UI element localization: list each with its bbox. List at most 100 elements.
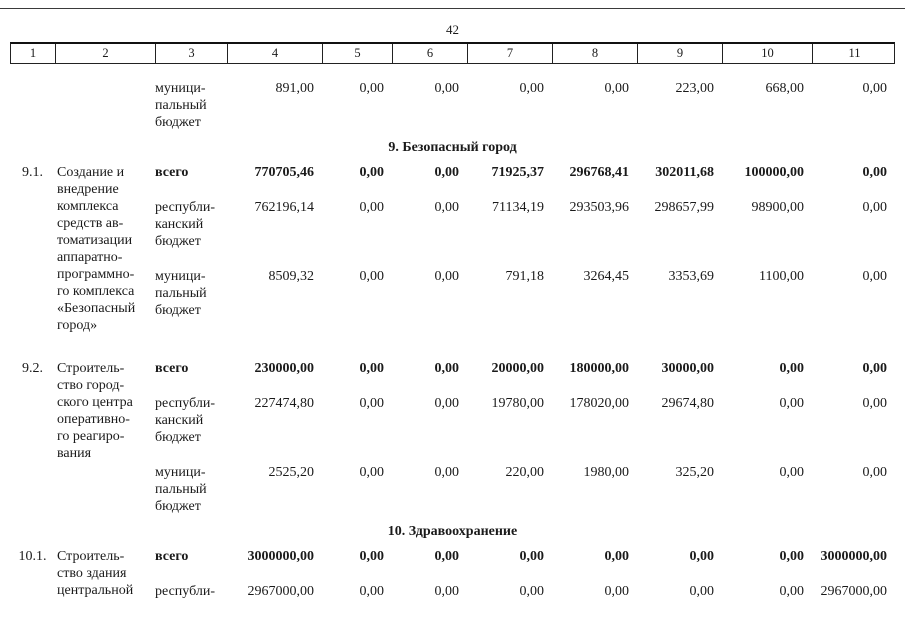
value-cell: 0,00 — [604, 549, 630, 564]
value-cell: 180000,00 — [569, 361, 630, 376]
col-header-11: 11 — [848, 46, 861, 60]
col-header-7: 7 — [468, 44, 553, 63]
value-cell: 8509,32 — [268, 269, 315, 284]
value-cell: 0,00 — [434, 200, 460, 215]
table-row-10-1: 10.1. Строитель- ство здания центральной… — [10, 548, 895, 600]
value-cell: 0,00 — [779, 465, 805, 480]
value-cell: 0,00 — [434, 465, 460, 480]
value-cell: 3000000,00 — [820, 549, 888, 564]
value-cell: 762196,14 — [254, 200, 315, 215]
value-cell: 220,00 — [505, 465, 545, 480]
value-cell: 0,00 — [359, 396, 385, 411]
table-row-9-1: 9.1. Создание и внедрение комплекса сред… — [10, 164, 895, 334]
budget-line-total: всего 770705,46 0,00 0,00 71925,37 29676… — [155, 164, 895, 181]
budget-line-republican: республи- канский бюджет 762196,14 0,00 … — [155, 199, 895, 250]
value-cell: 1100,00 — [759, 269, 804, 284]
program-name: Создание и внедрение комплекса средств а… — [57, 165, 136, 333]
value-cell: 325,20 — [675, 465, 715, 480]
value-cell: 0,00 — [359, 549, 385, 564]
value-cell: 298657,99 — [654, 200, 715, 215]
value-cell: 0,00 — [862, 361, 888, 376]
row-number: 10.1. — [18, 549, 47, 564]
value-cell: 20000,00 — [491, 361, 545, 376]
value-cell: 71925,37 — [491, 165, 545, 180]
row-number: 9.2. — [22, 361, 43, 376]
col-header-3: 3 — [156, 44, 228, 63]
section-9-title: 9. Безопасный город — [388, 140, 517, 155]
value-cell: 302011,68 — [655, 165, 714, 180]
value-cell: 0,00 — [779, 396, 805, 411]
value-cell: 0,00 — [359, 361, 385, 376]
budget-type-label: муници- пальный бюджет — [155, 465, 207, 514]
value-cell: 2525,20 — [268, 465, 315, 480]
table-header-row: 1 2 3 4 5 6 7 8 9 10 11 — [10, 42, 895, 64]
program-name: Строитель- ство город- ского центра опер… — [57, 361, 133, 461]
value-cell: 0,00 — [862, 81, 888, 96]
value-cell: 223,00 — [675, 81, 715, 96]
value-cell: 770705,46 — [254, 165, 315, 180]
value-cell: 1980,00 — [583, 465, 630, 480]
value-cell: 0,00 — [434, 396, 460, 411]
budget-line-municipal: муници- пальный бюджет 8509,32 0,00 0,00… — [155, 268, 895, 319]
value-cell: 0,00 — [862, 465, 888, 480]
value-cell: 227474,80 — [254, 396, 315, 411]
budget-type-label: всего — [155, 549, 189, 564]
budget-type-label: республи- канский бюджет — [155, 200, 215, 249]
value-cell: 891,00 — [275, 81, 315, 96]
value-cell: 100000,00 — [744, 165, 805, 180]
value-cell: 0,00 — [862, 269, 888, 284]
value-cell: 230000,00 — [254, 361, 315, 376]
value-cell: 296768,41 — [569, 165, 630, 180]
value-cell: 0,00 — [434, 165, 460, 180]
budget-line-total: всего 3000000,00 0,00 0,00 0,00 0,00 0,0… — [155, 548, 895, 565]
page-number: 42 — [446, 22, 459, 37]
budget-line-total: всего 230000,00 0,00 0,00 20000,00 18000… — [155, 360, 895, 377]
budget-line-republican: республи- канский бюджет 227474,80 0,00 … — [155, 395, 895, 446]
budget-type-label: республи- — [155, 584, 215, 599]
col-header-10: 10 — [723, 44, 813, 63]
budget-line-municipal: муници- пальный бюджет 2525,20 0,00 0,00… — [155, 464, 895, 515]
row-number — [10, 80, 55, 131]
value-cell: 19780,00 — [491, 396, 545, 411]
program-name: Строитель- ство здания центральной — [57, 549, 134, 598]
value-cell: 0,00 — [862, 165, 888, 180]
value-cell: 0,00 — [359, 81, 385, 96]
col-header-9: 9 — [638, 44, 723, 63]
budget-type-label: всего — [155, 361, 189, 376]
col-header-6: 6 — [393, 44, 468, 63]
col-header-1: 1 — [11, 44, 56, 63]
value-cell: 0,00 — [519, 549, 545, 564]
value-cell: 98900,00 — [751, 200, 805, 215]
value-cell: 0,00 — [779, 584, 805, 599]
table-row-continuation: муници- пальный бюджет 891,00 0,00 0,00 … — [10, 80, 895, 131]
value-cell: 0,00 — [689, 549, 715, 564]
value-cell: 29674,80 — [661, 396, 715, 411]
value-cell: 0,00 — [434, 584, 460, 599]
budget-type-label: муници- пальный бюджет — [155, 269, 207, 318]
scan-border-top — [0, 8, 905, 9]
value-cell: 0,00 — [604, 81, 630, 96]
value-cell: 293503,96 — [569, 200, 630, 215]
col-header-5: 5 — [323, 44, 393, 63]
value-cell: 0,00 — [359, 465, 385, 480]
row-number: 9.1. — [22, 165, 43, 180]
col-header-2: 2 — [56, 44, 156, 63]
section-10-title: 10. Здравоохранение — [387, 524, 518, 539]
value-cell: 0,00 — [604, 584, 630, 599]
value-cell: 178020,00 — [569, 396, 630, 411]
value-cell: 0,00 — [519, 584, 545, 599]
budget-lines: всего 230000,00 0,00 0,00 20000,00 18000… — [155, 360, 895, 515]
value-cell: 0,00 — [779, 549, 805, 564]
value-cell: 0,00 — [434, 549, 460, 564]
budget-lines: всего 770705,46 0,00 0,00 71925,37 29676… — [155, 164, 895, 334]
value-cell: 0,00 — [519, 81, 545, 96]
value-cell: 0,00 — [359, 200, 385, 215]
budget-lines: муници- пальный бюджет 891,00 0,00 0,00 … — [155, 80, 895, 131]
value-cell: 0,00 — [779, 361, 805, 376]
budget-lines: всего 3000000,00 0,00 0,00 0,00 0,00 0,0… — [155, 548, 895, 600]
value-cell: 0,00 — [862, 396, 888, 411]
value-cell: 0,00 — [359, 269, 385, 284]
value-cell: 791,18 — [505, 269, 545, 284]
budget-line-municipal: муници- пальный бюджет 891,00 0,00 0,00 … — [155, 80, 895, 131]
